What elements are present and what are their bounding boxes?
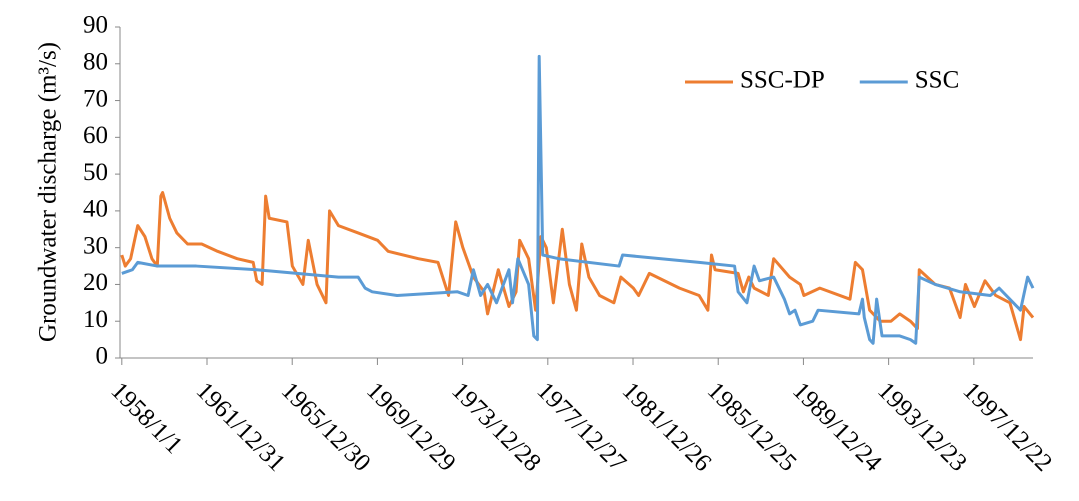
x-tick-label: 1961/12/31	[191, 377, 291, 477]
y-tick-label: 90	[83, 12, 108, 39]
y-tick-label: 0	[96, 343, 109, 370]
series-line	[121, 54, 1035, 345]
x-tick-label: 1977/12/27	[532, 377, 632, 477]
y-tick-label: 10	[83, 306, 108, 333]
x-tick-label: 1997/12/22	[958, 377, 1058, 477]
x-tick-label: 1969/12/29	[361, 377, 461, 477]
legend-label: SSC	[915, 67, 959, 94]
x-tick-label: 1989/12/24	[787, 377, 887, 477]
x-tick-label: 1985/12/25	[702, 377, 802, 477]
y-tick-label: 30	[83, 232, 108, 259]
y-tick-label: 60	[83, 122, 108, 149]
y-tick-label: 40	[83, 196, 108, 223]
y-tick-label: 50	[83, 159, 108, 186]
x-tick-label: 1965/12/30	[276, 377, 376, 477]
x-tick-label: 1981/12/26	[617, 377, 717, 477]
y-tick-label: 20	[83, 269, 108, 296]
legend-label: SSC-DP	[740, 67, 825, 94]
series-line	[120, 191, 1035, 342]
x-tick-label: 1993/12/23	[872, 377, 972, 477]
y-tick-label: 80	[83, 49, 108, 76]
y-tick-label: 70	[83, 85, 108, 112]
x-tick-label: 1958/1/1	[106, 377, 188, 459]
x-tick-label: 1973/12/28	[446, 377, 546, 477]
y-axis-label: Groundwater discharge (m³/s)	[35, 42, 62, 342]
